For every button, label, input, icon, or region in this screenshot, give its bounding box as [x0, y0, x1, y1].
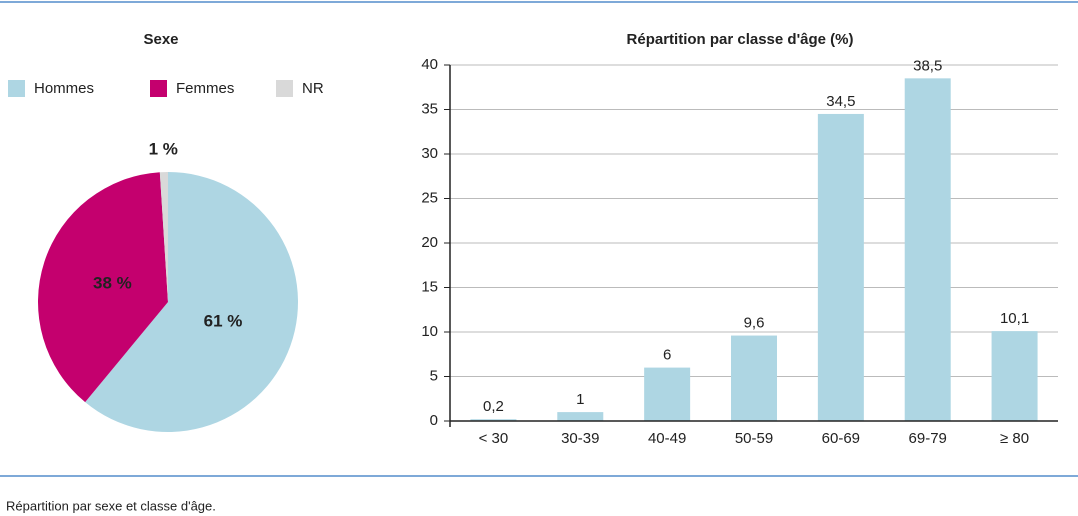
- y-tick-label: 5: [430, 367, 438, 384]
- x-tick-label: 60-69: [822, 430, 860, 447]
- x-tick-label: 50-59: [735, 430, 773, 447]
- value-label: 9,6: [744, 315, 765, 332]
- value-label: 6: [663, 347, 671, 364]
- pie-slice: [159, 172, 168, 302]
- legend-swatch: [276, 80, 293, 97]
- legend-label: Hommes: [34, 80, 94, 97]
- value-label: 1: [576, 391, 584, 408]
- value-label: 38,5: [913, 57, 942, 74]
- slice-label: 1 %: [149, 140, 178, 159]
- y-tick-label: 20: [421, 234, 438, 251]
- slice-label: 61 %: [204, 311, 243, 330]
- bar: [470, 419, 517, 421]
- pie-title: Sexe: [143, 31, 178, 48]
- y-tick-label: 35: [421, 100, 438, 117]
- y-tick-label: 40: [421, 56, 438, 73]
- bar: [557, 412, 604, 421]
- caption: Répartition par sexe et classe d'âge.: [6, 498, 216, 513]
- y-tick-label: 10: [421, 323, 438, 340]
- x-tick-label: < 30: [479, 430, 509, 447]
- y-tick-label: 15: [421, 278, 438, 295]
- legend-label: Femmes: [176, 80, 234, 97]
- bar-title: Répartition par classe d'âge (%): [627, 31, 854, 48]
- x-tick-label: ≥ 80: [1000, 430, 1029, 447]
- x-tick-label: 40-49: [648, 430, 686, 447]
- legend-swatch: [8, 80, 25, 97]
- legend-label: NR: [302, 80, 324, 97]
- pie-slice: [38, 172, 168, 403]
- y-tick-label: 30: [421, 145, 438, 162]
- bar: [991, 331, 1038, 421]
- pie-slice: [85, 172, 298, 432]
- y-tick-label: 25: [421, 189, 438, 206]
- value-label: 34,5: [826, 93, 855, 110]
- x-tick-label: 69-79: [909, 430, 947, 447]
- legend-swatch: [150, 80, 167, 97]
- bar: [731, 335, 777, 421]
- slice-label: 38 %: [93, 273, 132, 292]
- bar: [817, 113, 864, 421]
- value-label: 0,2: [483, 398, 504, 415]
- bar: [644, 367, 691, 421]
- y-tick-label: 0: [430, 412, 438, 429]
- value-label: 10,1: [1000, 310, 1029, 327]
- x-tick-label: 30-39: [561, 430, 599, 447]
- bar: [904, 78, 951, 421]
